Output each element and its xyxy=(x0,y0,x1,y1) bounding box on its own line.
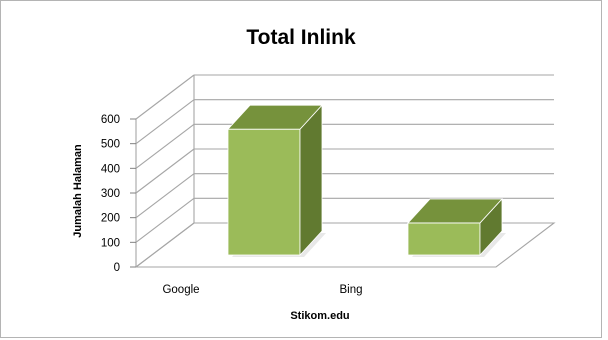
bar-front-face xyxy=(407,222,481,256)
bars xyxy=(227,104,506,257)
x-tick-label: Google xyxy=(162,284,199,296)
side-gridline xyxy=(135,197,195,243)
y-axis-label: Jumalah Halaman xyxy=(72,144,84,238)
bar-google xyxy=(227,104,326,257)
y-tick-label: 500 xyxy=(101,139,120,151)
bar-top-face xyxy=(407,198,503,224)
side-gridline xyxy=(135,74,195,120)
y-tick-label: 0 xyxy=(114,262,120,274)
bar-side-face xyxy=(299,104,323,257)
chart-floor xyxy=(134,222,556,268)
y-tick-label: 600 xyxy=(101,114,120,126)
x-tick-label: Bing xyxy=(339,284,362,296)
side-gridline xyxy=(135,123,195,169)
y-tick-label: 300 xyxy=(101,188,120,200)
chart-title: Total Inlink xyxy=(246,26,356,49)
side-gridline xyxy=(135,99,195,145)
bar-top-face xyxy=(227,104,323,130)
bar-front-face xyxy=(227,128,301,256)
side-gridline xyxy=(135,173,195,219)
y-tick-label: 400 xyxy=(101,163,120,175)
y-tick-label: 200 xyxy=(101,213,120,225)
y-tick-labels: 0 100 200 300 400 500 600 xyxy=(101,114,136,274)
x-axis-label: Stikom.edu xyxy=(290,310,349,322)
y-tick-label: 100 xyxy=(101,237,120,249)
x-category-labels: Google Bing xyxy=(162,284,362,296)
side-gridline xyxy=(135,148,195,194)
bar-bing xyxy=(407,197,506,257)
